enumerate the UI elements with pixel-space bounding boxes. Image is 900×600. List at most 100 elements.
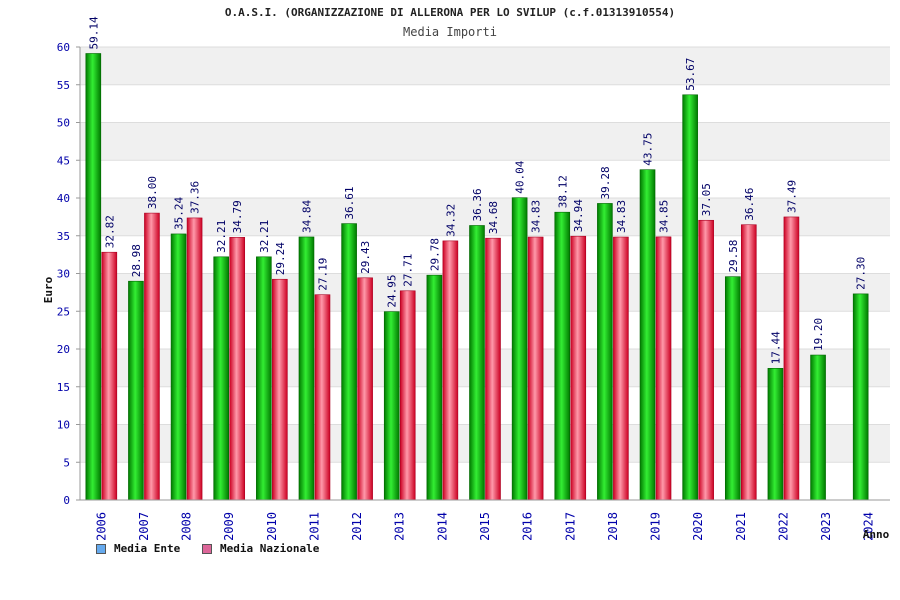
data-label-ente: 28.98 xyxy=(130,244,143,277)
data-label-ente: 35.24 xyxy=(173,196,186,229)
bar-ente xyxy=(682,94,698,501)
y-tick-label: 35 xyxy=(57,230,70,243)
x-tick-label: 2011 xyxy=(307,512,321,541)
x-tick-label: 2019 xyxy=(649,512,663,541)
data-label-ente: 38.12 xyxy=(556,175,569,208)
y-tick-label: 15 xyxy=(57,381,70,394)
bar-ente xyxy=(256,256,272,501)
y-axis-label: Euro xyxy=(42,276,55,303)
bar-nazionale xyxy=(314,294,331,501)
legend-label-ente: Media Ente xyxy=(114,542,181,555)
legend-item-ente: Media Ente xyxy=(96,542,180,555)
grid-band xyxy=(80,122,890,161)
bar-nazionale xyxy=(613,236,629,501)
data-label-nazionale: 38.00 xyxy=(146,176,159,209)
bar-nazionale xyxy=(527,236,544,501)
chart-title: O.A.S.I. (ORGANIZZAZIONE DI ALLERONA PER… xyxy=(224,6,676,19)
bar-nazionale xyxy=(357,277,373,501)
data-label-ente: 43.75 xyxy=(642,133,655,166)
bar-ente xyxy=(511,197,528,501)
legend-label-nazionale: Media Nazionale xyxy=(220,542,320,555)
data-label-nazionale: 29.43 xyxy=(359,241,372,274)
bar-ente xyxy=(767,368,784,501)
data-label-ente: 36.36 xyxy=(471,188,484,221)
y-tick-label: 10 xyxy=(57,419,70,432)
data-label-nazionale: 34.32 xyxy=(444,204,457,237)
bar-ente xyxy=(341,223,357,501)
y-tick-label: 25 xyxy=(57,305,70,318)
bar-ente xyxy=(213,256,230,501)
bar-ente xyxy=(852,293,869,501)
x-tick-label: 2021 xyxy=(734,512,748,541)
bar-ente xyxy=(469,225,485,501)
data-label-nazionale: 34.83 xyxy=(615,200,628,233)
bar-nazionale xyxy=(485,237,501,501)
x-tick-label: 2014 xyxy=(435,512,449,541)
data-label-nazionale: 34.85 xyxy=(658,200,671,233)
bar-nazionale xyxy=(442,240,459,501)
bar-ente xyxy=(724,276,741,501)
bar-nazionale xyxy=(101,251,118,501)
chart-subtitle: Media Importi xyxy=(403,25,497,39)
y-axis-ticks: 0 5 10 15 20 25 30 35 40 45 50 55 60 xyxy=(57,41,80,507)
bar-nazionale xyxy=(186,217,203,501)
data-label-ente: 32.21 xyxy=(258,220,271,253)
data-label-ente: 59.14 xyxy=(87,16,100,49)
legend-swatch-ente xyxy=(96,543,106,554)
data-label-ente: 24.95 xyxy=(386,275,399,308)
bar-nazionale xyxy=(272,278,288,501)
x-axis-ticks: 2006 2007 2008 2009 2010 2011 2012 2013 2014 2015… xyxy=(94,512,875,541)
data-label-ente: 53.67 xyxy=(684,58,697,91)
x-tick-label: 2018 xyxy=(606,512,620,541)
x-tick-label: 2015 xyxy=(478,512,492,541)
data-label-nazionale: 37.36 xyxy=(189,181,202,214)
data-label-ente: 36.61 xyxy=(343,186,356,219)
data-label-nazionale: 34.94 xyxy=(572,199,585,232)
x-tick-label: 2022 xyxy=(776,512,790,541)
data-label-nazionale: 29.24 xyxy=(274,242,287,275)
bar-nazionale xyxy=(698,219,714,501)
data-label-nazionale: 34.68 xyxy=(487,201,500,234)
bar-nazionale xyxy=(144,212,160,501)
data-label-nazionale: 36.46 xyxy=(743,188,756,221)
data-label-ente: 32.21 xyxy=(215,220,228,253)
bar-nazionale xyxy=(655,236,672,501)
bar-ente xyxy=(128,280,144,501)
data-label-nazionale: 27.19 xyxy=(316,258,329,291)
bar-ente xyxy=(426,274,443,501)
data-label-ente: 34.84 xyxy=(300,199,313,232)
x-axis-label: Anno xyxy=(863,528,890,541)
x-tick-label: 2012 xyxy=(350,512,364,541)
y-tick-label: 20 xyxy=(57,343,70,356)
y-tick-label: 50 xyxy=(57,117,70,130)
x-tick-label: 2009 xyxy=(222,512,236,541)
y-tick-label: 5 xyxy=(63,456,70,469)
data-label-ente: 19.20 xyxy=(812,318,825,351)
x-tick-label: 2016 xyxy=(521,512,535,541)
x-tick-label: 2017 xyxy=(563,512,577,541)
data-label-ente: 39.28 xyxy=(599,166,612,199)
bar-ente xyxy=(85,53,102,501)
data-label-ente: 29.78 xyxy=(428,238,441,271)
grid-band xyxy=(80,47,890,85)
x-tick-label: 2023 xyxy=(819,512,833,541)
data-label-nazionale: 27.71 xyxy=(402,254,415,287)
bar-ente xyxy=(810,354,826,501)
y-tick-label: 40 xyxy=(57,192,70,205)
data-label-nazionale: 37.05 xyxy=(700,183,713,216)
y-tick-label: 60 xyxy=(57,41,70,54)
bar-ente xyxy=(383,311,400,501)
data-label-ente: 17.44 xyxy=(769,331,782,364)
bar-nazionale xyxy=(740,224,757,501)
bar-nazionale xyxy=(229,237,246,501)
bar-nazionale xyxy=(783,216,800,501)
bar-nazionale xyxy=(399,290,416,501)
x-tick-label: 2008 xyxy=(180,512,194,541)
x-tick-label: 2020 xyxy=(691,512,705,541)
x-tick-label: 2024 xyxy=(862,512,876,541)
bar-ente xyxy=(170,233,187,501)
data-label-nazionale: 34.79 xyxy=(231,200,244,233)
x-tick-label: 2010 xyxy=(265,512,279,541)
data-label-nazionale: 34.83 xyxy=(530,200,543,233)
